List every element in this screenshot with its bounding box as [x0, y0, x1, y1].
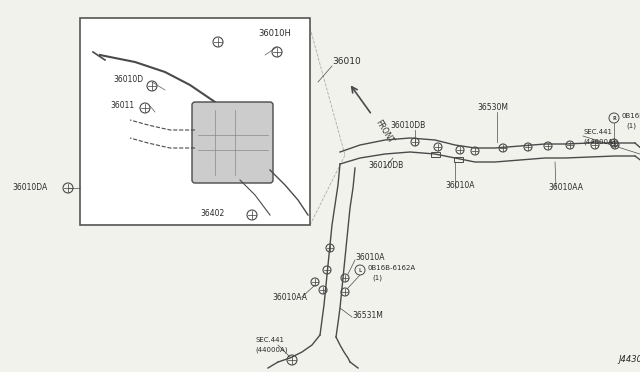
Text: 36010A: 36010A [355, 253, 385, 262]
Text: (44000A): (44000A) [583, 139, 616, 145]
Text: 36530M: 36530M [477, 103, 508, 112]
Text: J44300NP: J44300NP [618, 356, 640, 365]
Text: 36010DB: 36010DB [390, 121, 425, 129]
Text: (44000A): (44000A) [255, 347, 287, 353]
Text: SEC.441: SEC.441 [255, 337, 284, 343]
Text: SEC.441: SEC.441 [583, 129, 612, 135]
Text: R: R [612, 115, 616, 121]
Text: 36010: 36010 [332, 58, 361, 67]
Text: L: L [358, 267, 362, 273]
Text: 36011: 36011 [110, 100, 134, 109]
Text: 36010H: 36010H [258, 29, 291, 38]
Text: FRONT: FRONT [374, 118, 396, 145]
Text: 36010AA: 36010AA [548, 183, 583, 192]
Bar [431, 151, 440, 157]
Text: 0B16B-6162A: 0B16B-6162A [368, 265, 416, 271]
FancyBboxPatch shape [192, 102, 273, 183]
Text: 36010A: 36010A [445, 182, 474, 190]
Text: 36010DA: 36010DA [12, 183, 47, 192]
Text: 36531M: 36531M [352, 311, 383, 320]
Bar [454, 157, 463, 161]
Text: 36010DB: 36010DB [368, 160, 403, 170]
Text: (1): (1) [626, 123, 636, 129]
Text: (1): (1) [372, 275, 382, 281]
Text: 36402: 36402 [200, 208, 224, 218]
Text: 36010AA: 36010AA [272, 292, 307, 301]
Text: 0B16B-6162A: 0B16B-6162A [622, 113, 640, 119]
Bar [80, 18, 310, 225]
Text: 36010D: 36010D [113, 76, 143, 84]
